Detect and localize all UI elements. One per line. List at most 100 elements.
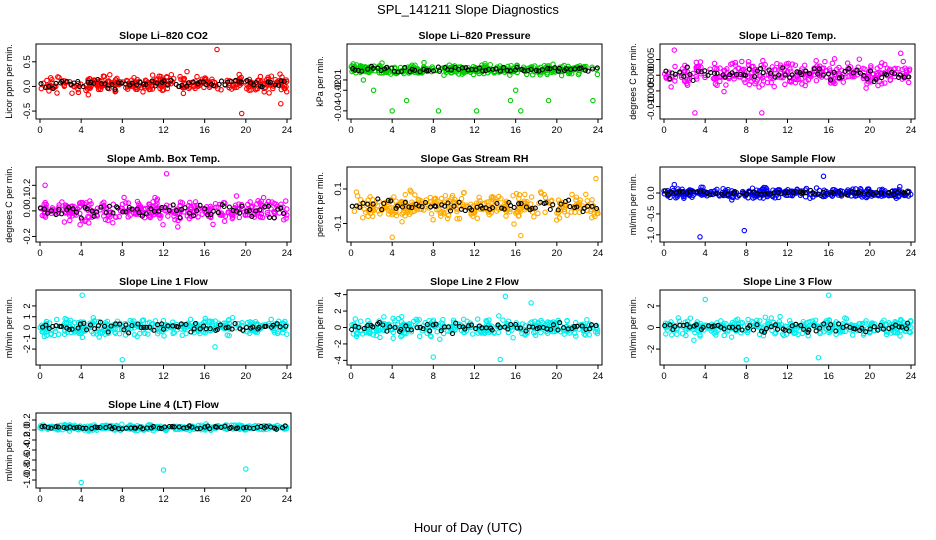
- reference-point: [278, 78, 284, 84]
- data-point: [86, 214, 92, 221]
- reference-point: [694, 189, 700, 195]
- reference-point: [238, 79, 244, 85]
- data-point: [247, 319, 253, 325]
- data-point: [505, 329, 512, 336]
- reference-point: [873, 76, 879, 82]
- chart-panel-6: Slope Sample Flow 0 4 8 12 16 20 24 -1.0 -0.5 0.0 m…: [628, 153, 916, 259]
- data-point: [202, 427, 208, 433]
- reference-point: [80, 425, 86, 431]
- reference-point: [846, 66, 852, 72]
- reference-point: [684, 64, 690, 70]
- reference-point: [105, 85, 111, 91]
- x-tick-label: 16: [199, 125, 210, 136]
- reference-point: [173, 208, 180, 214]
- x-tick-label: 8: [120, 125, 125, 136]
- data-point: [697, 59, 704, 65]
- data-point: [69, 90, 75, 96]
- data-point: [259, 214, 266, 221]
- reference-point: [87, 322, 94, 328]
- data-point: [542, 194, 549, 201]
- reference-point: [798, 322, 804, 328]
- reference-point: [194, 208, 200, 214]
- reference-point: [574, 323, 580, 329]
- reference-point: [270, 322, 276, 328]
- reference-point: [574, 204, 580, 210]
- reference-point: [532, 205, 538, 211]
- reference-point: [188, 329, 194, 335]
- reference-point: [736, 192, 742, 198]
- data-point: [445, 212, 452, 219]
- data-point: [175, 224, 181, 230]
- x-tick-label: 16: [199, 494, 210, 505]
- reference-point: [501, 65, 507, 71]
- reference-point: [66, 326, 72, 333]
- data-point: [813, 185, 820, 191]
- data-point: [771, 83, 777, 90]
- reference-point: [754, 322, 760, 328]
- reference-point: [690, 77, 696, 84]
- data-point: [479, 62, 485, 68]
- reference-point: [735, 324, 741, 330]
- data-point: [541, 191, 548, 198]
- data-point: [745, 58, 752, 65]
- reference-point: [226, 204, 232, 210]
- x-tick-label: 16: [199, 371, 210, 382]
- reference-point: [552, 65, 558, 71]
- reference-point: [836, 321, 842, 327]
- reference-point: [95, 76, 101, 83]
- reference-point: [216, 81, 222, 87]
- reference-point: [352, 67, 358, 73]
- reference-point: [83, 425, 89, 431]
- data-point: [830, 78, 836, 84]
- reference-point: [514, 64, 520, 70]
- data-point: [481, 200, 488, 207]
- data-point: [179, 84, 185, 90]
- reference-point: [361, 326, 367, 332]
- reference-point: [45, 210, 51, 216]
- reference-point: [800, 190, 806, 196]
- reference-point: [424, 68, 430, 74]
- reference-point: [426, 68, 432, 74]
- reference-point: [711, 70, 718, 76]
- reference-point: [236, 79, 242, 85]
- reference-point: [417, 324, 423, 330]
- data-point: [143, 78, 150, 84]
- x-tick-label: 8: [744, 371, 749, 382]
- data-point: [822, 58, 828, 65]
- data-point: [470, 71, 477, 78]
- data-point: [763, 186, 770, 192]
- reference-point: [744, 191, 750, 198]
- data-point: [388, 204, 394, 211]
- outlier-point: [214, 46, 220, 53]
- data-point: [454, 208, 460, 215]
- data-point: [535, 210, 541, 217]
- reference-point: [53, 212, 59, 218]
- reference-point: [165, 82, 171, 88]
- data-point: [152, 318, 159, 324]
- data-point: [85, 213, 91, 220]
- data-point: [112, 326, 118, 333]
- reference-point: [732, 189, 738, 195]
- data-point: [101, 73, 108, 80]
- reference-point: [183, 321, 189, 328]
- reference-point: [143, 82, 149, 88]
- data-point: [199, 211, 206, 217]
- data-point: [892, 318, 898, 325]
- x-tick-label: 8: [431, 248, 436, 259]
- reference-point: [148, 206, 154, 212]
- data-point: [229, 315, 236, 321]
- reference-point: [218, 78, 225, 84]
- outlier-point: [671, 47, 678, 53]
- reference-point: [166, 423, 172, 430]
- x-tick-label: 16: [510, 248, 521, 259]
- reference-point: [55, 424, 62, 430]
- reference-point: [121, 327, 127, 333]
- data-point: [186, 202, 192, 209]
- data-point: [577, 197, 583, 203]
- reference-point: [110, 210, 116, 216]
- outlier-point: [497, 356, 503, 363]
- reference-point: [489, 205, 496, 211]
- reference-point: [66, 204, 72, 210]
- reference-point: [129, 323, 135, 329]
